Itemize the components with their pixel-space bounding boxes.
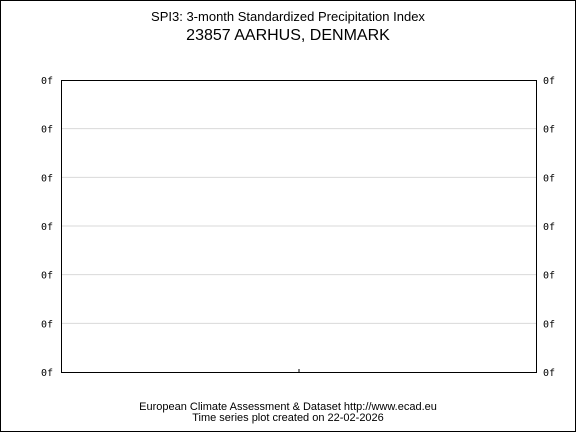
- y-tick-label-right: 0f: [543, 368, 555, 379]
- y-tick-label-left: 0f: [41, 271, 53, 282]
- chart-subtitle: 23857 AARHUS, DENMARK: [186, 27, 390, 44]
- y-tick-label-left: 0f: [41, 368, 53, 379]
- y-tick-label-right: 0f: [543, 319, 555, 330]
- footer-credit: European Climate Assessment & Dataset ht…: [139, 401, 437, 413]
- y-tick-label-right: 0f: [543, 125, 555, 136]
- footer-created-date: Time series plot created on 22-02-2026: [192, 412, 384, 424]
- y-tick-label-left: 0f: [41, 125, 53, 136]
- y-tick-label-left: 0f: [41, 173, 53, 184]
- y-tick-label-right: 0f: [543, 173, 555, 184]
- y-tick-label-left: 0f: [41, 76, 53, 87]
- y-tick-label-left: 0f: [41, 222, 53, 233]
- y-tick-label-right: 0f: [543, 271, 555, 282]
- y-tick-label-left: 0f: [41, 319, 53, 330]
- chart-title: SPI3: 3-month Standardized Precipitation…: [151, 9, 425, 24]
- y-tick-label-right: 0f: [543, 222, 555, 233]
- y-tick-label-right: 0f: [543, 76, 555, 87]
